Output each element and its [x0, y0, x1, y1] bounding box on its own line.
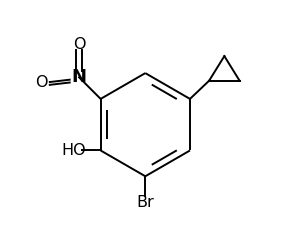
- Text: O: O: [35, 75, 48, 90]
- Text: N: N: [72, 68, 87, 86]
- Text: O: O: [73, 37, 85, 52]
- Text: HO: HO: [61, 143, 86, 158]
- Text: Br: Br: [136, 195, 154, 210]
